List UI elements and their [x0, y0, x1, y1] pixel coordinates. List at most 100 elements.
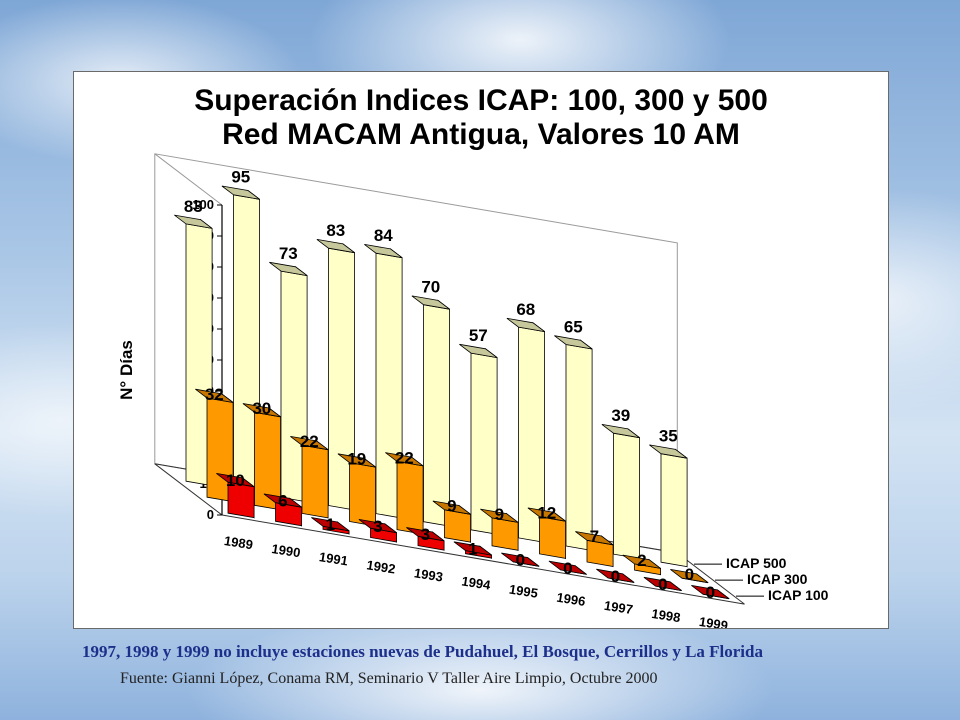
series-label: ICAP 300: [747, 571, 808, 587]
bar: [548, 560, 587, 575]
bar-top: [411, 295, 450, 310]
data-label: 83: [326, 221, 345, 240]
bar: [364, 244, 403, 519]
bar-top: [596, 568, 635, 583]
bar-top: [643, 576, 682, 591]
source-citation: Fuente: Gianni López, Conama RM, Seminar…: [120, 670, 658, 687]
bar-top: [385, 452, 424, 467]
bar-top: [527, 507, 566, 522]
x-tick-label: 1992: [366, 557, 397, 576]
bar: [459, 343, 498, 536]
data-label: 9: [447, 497, 456, 516]
bar-front: [660, 453, 688, 568]
bar-top: [195, 388, 234, 403]
bar-top: [453, 541, 492, 556]
data-label: 39: [611, 406, 630, 425]
bar-top: [269, 261, 308, 276]
bar-top: [459, 343, 498, 358]
side-wall-top: [154, 153, 223, 206]
data-label: 35: [659, 427, 678, 446]
data-label: 32: [205, 385, 224, 404]
chart-title-line1: Superación Indices ICAP: 100, 300 y 500: [194, 84, 768, 117]
bar-top: [601, 424, 640, 439]
bar: [432, 500, 472, 544]
data-label: 73: [279, 244, 298, 263]
bar-top: [548, 560, 587, 575]
data-label: 10: [226, 471, 245, 490]
bar-top: [174, 214, 213, 229]
bar-top: [242, 403, 281, 418]
bar: [221, 185, 261, 495]
x-tick-label: 1994: [461, 573, 493, 592]
bar: [501, 552, 540, 567]
data-label: 83: [184, 197, 203, 216]
data-label: 3: [373, 517, 382, 536]
bar-top: [691, 585, 730, 600]
x-tick-label: 1996: [556, 590, 587, 609]
data-label: 30: [252, 399, 271, 418]
bar-top: [622, 554, 661, 569]
y-axis-label: N° Días: [117, 340, 136, 400]
bar-top: [575, 531, 614, 546]
bar-front: [396, 460, 424, 535]
bar-top: [554, 335, 593, 350]
data-label: 19: [347, 450, 366, 469]
data-label: 84: [374, 226, 393, 245]
bar: [385, 452, 424, 535]
data-label: 22: [395, 448, 414, 467]
bar-top: [290, 436, 329, 451]
data-label: 57: [469, 326, 488, 345]
bar-top: [263, 493, 302, 508]
y-tick-label: 100: [192, 197, 214, 212]
bar: [337, 453, 377, 527]
bar: [480, 508, 519, 552]
data-label: 6: [278, 492, 287, 511]
x-tick-label: 1995: [508, 581, 539, 600]
bar: [411, 295, 451, 528]
data-label: 0: [563, 559, 572, 578]
bar-top: [480, 508, 519, 523]
chart-title-line2: Red MACAM Antigua, Valores 10 AM: [222, 118, 740, 151]
x-tick-label: 1999: [698, 614, 729, 628]
bar: [358, 519, 398, 543]
bar-front: [423, 304, 451, 527]
x-tick-label: 1993: [413, 565, 444, 584]
data-label: 0: [706, 583, 715, 602]
data-label: 0: [611, 567, 620, 586]
bar-front: [301, 444, 329, 519]
bar-top: [406, 527, 445, 542]
x-tick-label: 1990: [271, 541, 302, 560]
series-label: ICAP 100: [768, 587, 829, 603]
bar-top: [216, 473, 255, 488]
bar-top: [670, 569, 709, 584]
bar: [670, 569, 709, 584]
chart-panel: Superación Indices ICAP: 100, 300 y 500 …: [73, 71, 889, 629]
x-tick-label: 1991: [318, 549, 349, 568]
bar: [506, 317, 546, 544]
bar-front: [539, 516, 567, 559]
data-label: 70: [421, 278, 440, 297]
bar: [406, 527, 445, 551]
data-label: 68: [516, 300, 535, 319]
data-label: 95: [231, 168, 250, 187]
bar: [290, 436, 329, 519]
bar: [554, 335, 593, 552]
bar-top: [501, 552, 540, 567]
bar: [216, 473, 255, 519]
bar: [311, 517, 350, 535]
bar: [691, 585, 730, 600]
bar-front: [613, 432, 640, 560]
y-tick-label: 0: [207, 507, 214, 522]
bar-front: [349, 462, 377, 527]
data-label: 7: [590, 527, 599, 546]
bar-front: [565, 344, 593, 551]
bar-front: [470, 352, 498, 535]
bar: [453, 541, 493, 560]
bar-top: [649, 444, 688, 459]
bar: [242, 403, 282, 511]
bar: [575, 531, 614, 568]
bar: [316, 239, 356, 511]
data-label: 0: [685, 565, 694, 584]
data-label: 0: [516, 551, 525, 570]
